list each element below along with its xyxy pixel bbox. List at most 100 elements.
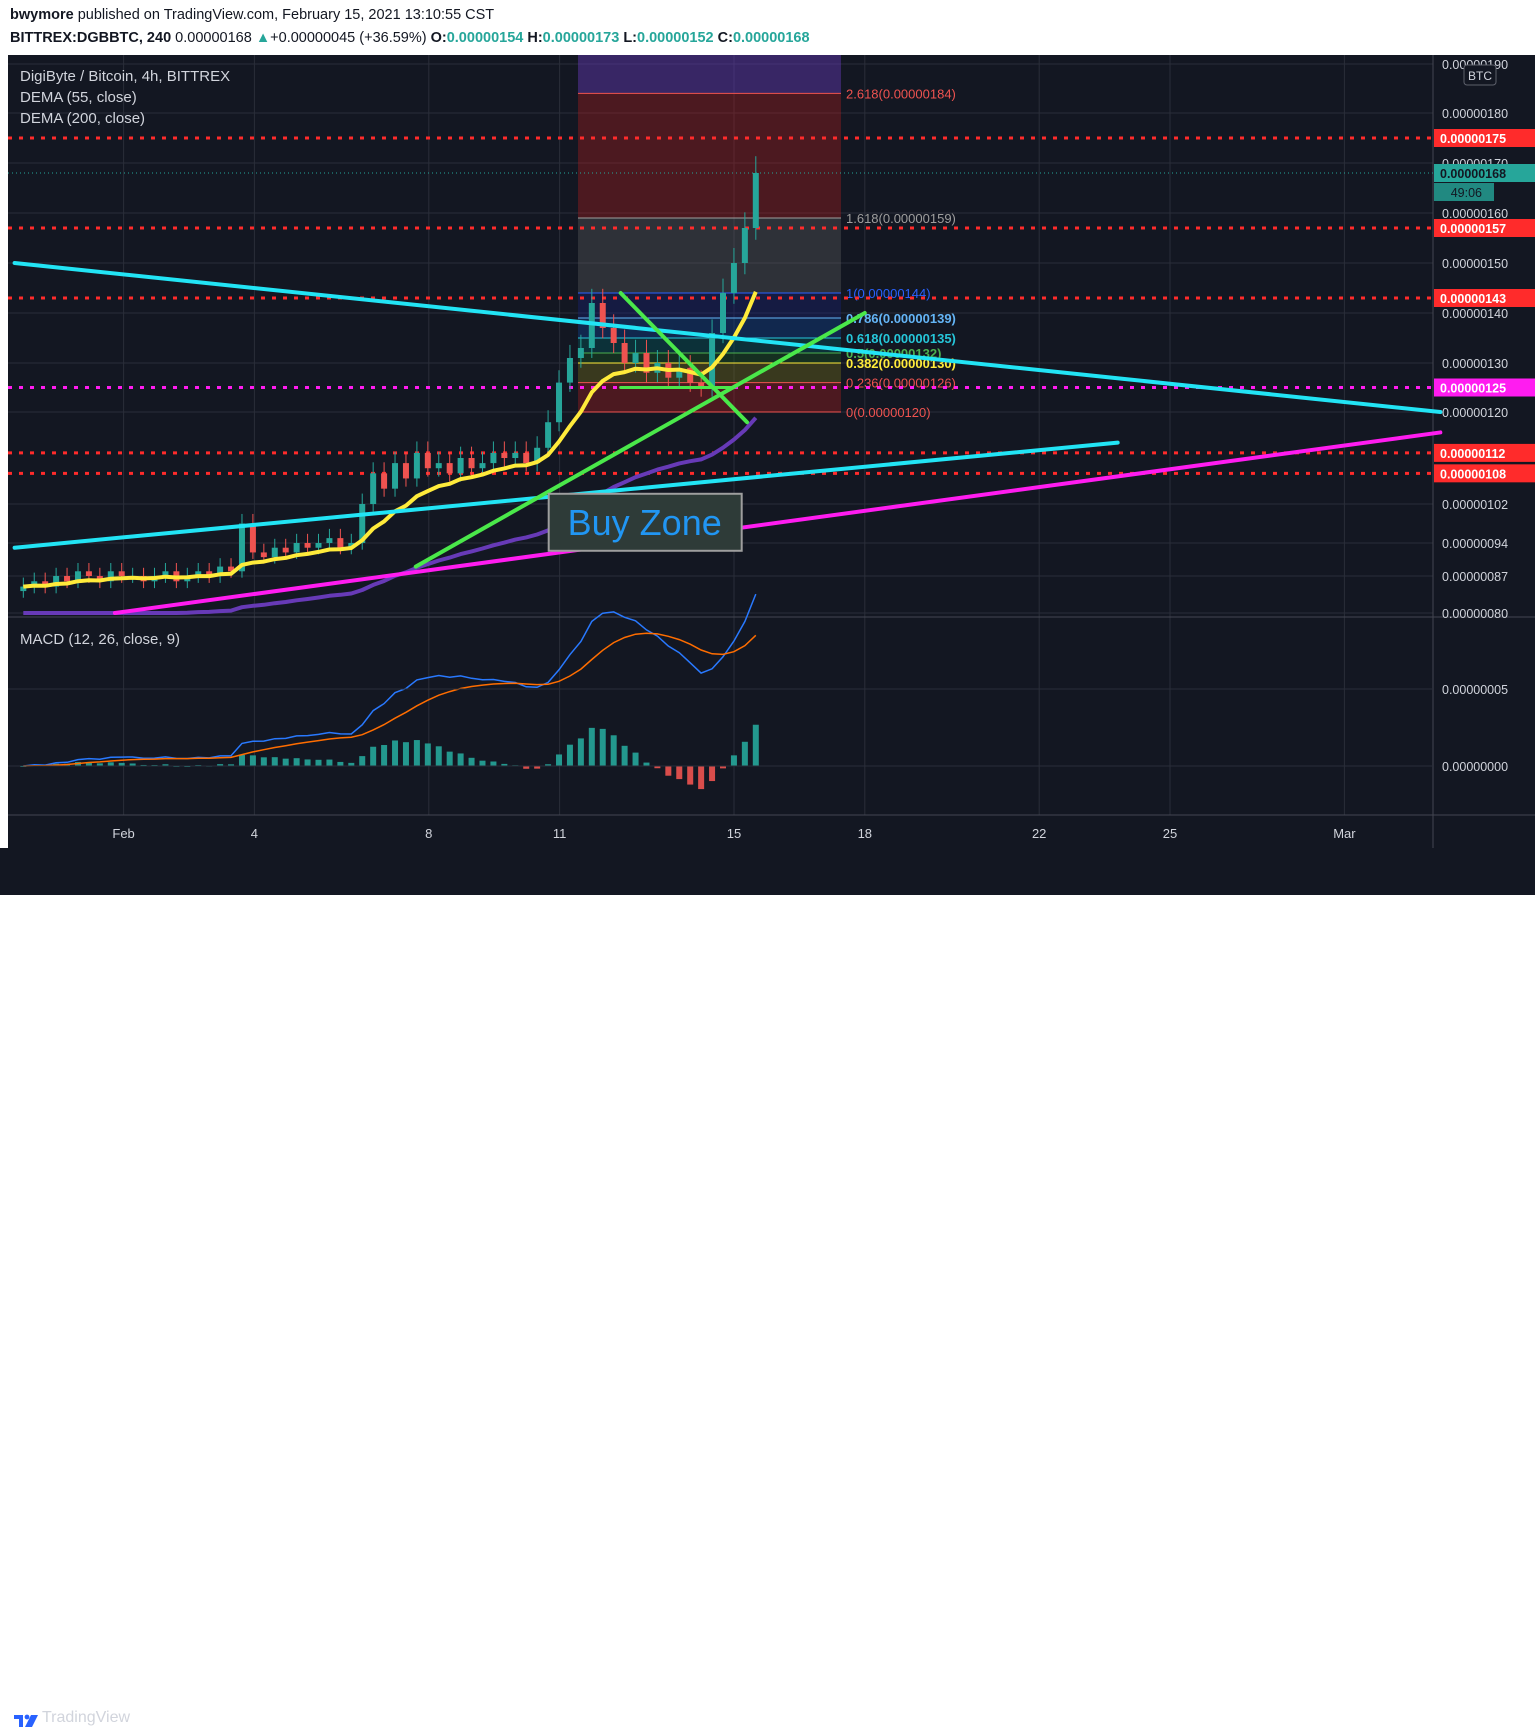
macd-histogram-bar — [381, 745, 388, 766]
candle-body — [413, 452, 420, 479]
candle-body — [556, 382, 563, 423]
currency-badge — [1463, 64, 1497, 86]
candle-body — [293, 543, 300, 553]
candle-body — [381, 473, 388, 489]
macd-histogram-bar — [610, 735, 617, 766]
macd-histogram-bar — [228, 764, 235, 766]
time-tick-label: 18 — [858, 826, 872, 841]
dema200-line — [23, 416, 758, 615]
macd-histogram-bar — [523, 766, 530, 769]
time-tick-label: Mar — [1333, 826, 1356, 841]
macd-tick-label: 0.00000005 — [1442, 683, 1508, 697]
macd-histogram-bar — [326, 759, 333, 766]
macd-histogram-bar — [709, 766, 716, 782]
last-price: 0.00000168 — [175, 30, 252, 46]
tradingview-logo-icon — [14, 1714, 38, 1727]
time-tick-label: 22 — [1032, 826, 1046, 841]
symbol: BITTREX:DGBBTC, 240 — [10, 30, 172, 46]
candle-body — [457, 458, 464, 474]
fib-label: 0.786(0.00000139) — [846, 311, 956, 326]
dema55-line — [23, 291, 758, 589]
price-tick-label: 0.00000130 — [1442, 357, 1508, 371]
candle-body — [424, 452, 431, 469]
macd-histogram-bar — [392, 740, 399, 766]
candle-body — [479, 463, 486, 469]
fib-extension-zone — [578, 55, 841, 94]
magenta-support-line — [112, 430, 1443, 615]
macd-histogram-bar — [107, 762, 114, 766]
candle-body — [446, 463, 453, 474]
candle-body — [676, 367, 683, 378]
price-axis: 0.000001900.000001800.000001700.00000160… — [1434, 58, 1535, 621]
candle-body — [359, 504, 366, 543]
candle-body — [588, 303, 595, 348]
macd-histogram-bar — [217, 764, 224, 766]
candle-body — [501, 452, 508, 458]
high-value: 0.00000173 — [542, 30, 620, 46]
candle-body — [435, 463, 442, 469]
candle-body — [64, 576, 71, 582]
candle-body — [107, 571, 114, 582]
macd-histogram-bar — [315, 759, 322, 766]
price-tick-label: 0.00000140 — [1442, 307, 1508, 321]
fib-label: 0(0.00000120) — [846, 405, 931, 420]
macd-histogram-bar — [238, 754, 245, 766]
price-tick-label: 0.00000087 — [1442, 570, 1508, 584]
price-tag — [1434, 289, 1535, 307]
candle-body — [698, 382, 705, 388]
time-axis: Feb 4 8 11 15 18 22 25 Mar — [112, 826, 1356, 841]
macd-line — [23, 593, 757, 767]
macd-histogram-bar — [556, 754, 563, 766]
macd-histogram-bar — [676, 766, 683, 780]
candle-body — [85, 571, 92, 576]
candle-body — [599, 303, 606, 328]
candle-body — [206, 571, 213, 576]
price-tag — [1434, 129, 1535, 147]
dema200-legend[interactable]: DEMA (200, close) — [20, 110, 146, 127]
fib-zone — [578, 293, 841, 318]
dema55-legend[interactable]: DEMA (55, close) — [20, 89, 137, 106]
countdown-label: 49:06 — [1451, 186, 1482, 200]
candle-body — [118, 571, 125, 576]
time-tick-label: 15 — [727, 826, 741, 841]
candle-body — [162, 571, 169, 576]
macd-histogram-bar — [424, 743, 431, 766]
macd-histogram-bar — [599, 728, 606, 766]
signal-line — [23, 632, 757, 767]
candle-body — [632, 353, 639, 363]
macd-histogram-bar — [687, 766, 694, 785]
macd-histogram-bar — [260, 757, 267, 766]
footer: TradingView — [0, 848, 1535, 1727]
time-tick-label: 8 — [425, 826, 432, 841]
publish-header: bwymore published on TradingView.com, Fe… — [0, 0, 1535, 55]
publish-line: bwymore published on TradingView.com, Fe… — [10, 7, 494, 23]
chart-area[interactable]: 2.618(0.00000184) 1.618(0.00000159) 1(0.00… — [8, 55, 1535, 848]
macd-histogram-bar — [413, 740, 420, 766]
macd-histogram-bar — [435, 746, 442, 766]
macd-histogram-bar — [249, 755, 256, 766]
macd-histogram-bar — [643, 762, 650, 766]
time-tick-label: Feb — [112, 826, 134, 841]
open-label: O: — [430, 30, 447, 46]
close-label: C: — [717, 30, 733, 46]
candle-body — [238, 523, 245, 572]
low-label: L: — [623, 30, 637, 46]
macd-histogram-bar — [282, 758, 289, 766]
price-tag — [1434, 443, 1535, 462]
author[interactable]: bwymore — [10, 7, 74, 23]
descending-resistance-line — [12, 261, 1443, 414]
macd-histogram-bar — [359, 756, 366, 766]
macd-histogram-bar — [293, 758, 300, 766]
price-tag-label: 0.00000157 — [1440, 222, 1506, 236]
macd-histogram-bar — [752, 724, 759, 766]
candle-body — [304, 543, 311, 548]
chart-svg[interactable]: 2.618(0.00000184)1.618(0.00000159)1(0.00… — [8, 55, 1535, 848]
candle-body — [730, 263, 737, 293]
macd-legend[interactable]: MACD (12, 26, close, 9) — [20, 631, 181, 648]
candle-body — [566, 358, 573, 383]
macd-histogram-bar — [698, 766, 705, 790]
macd-histogram-bar — [370, 746, 377, 766]
macd-histogram-bar — [348, 762, 355, 766]
macd-histogram-bar — [566, 744, 573, 766]
macd-histogram-bar — [741, 741, 748, 766]
